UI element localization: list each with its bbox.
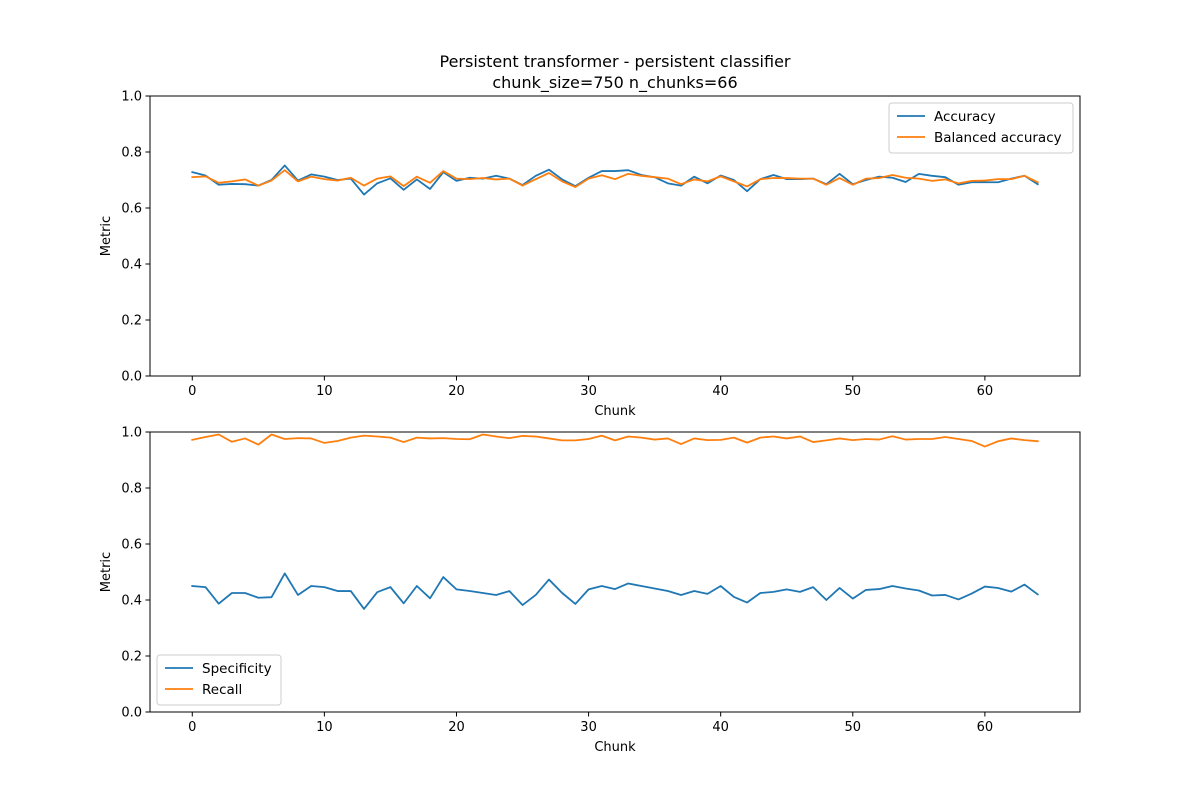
legend: Accuracy Balanced accuracy: [888, 102, 1074, 154]
x-tick-label: 60: [977, 384, 994, 399]
figure-title-line-2: chunk_size=750 n_chunks=66: [492, 73, 737, 93]
y-tick-label: 0.4: [121, 258, 142, 273]
y-tick-label: 1.0: [121, 426, 142, 441]
y-tick-label: 0.2: [121, 650, 142, 665]
series-line-specificity: [191, 572, 1039, 610]
y-tick-label: 0.0: [121, 370, 142, 385]
axes-frame: [149, 431, 1081, 713]
series-line-accuracy: [191, 164, 1039, 196]
figure-title-line-1: Persistent transformer - persistent clas…: [439, 52, 790, 71]
x-tick-label: 10: [316, 384, 333, 399]
x-tick-label: 50: [845, 384, 862, 399]
x-tick-label: 10: [316, 720, 333, 735]
bottom-subplot: 0 10 20 30 40 50 60 0.0 0.2 0.4 0.6 0.8 1.0 Chunk Metr…: [99, 426, 1081, 755]
y-tick-label: 0.0: [121, 706, 142, 721]
y-tick-label: 0.8: [121, 482, 142, 497]
x-axis-label: Chunk: [594, 740, 636, 755]
series-line-balanced-accuracy: [191, 169, 1039, 188]
legend: Specificity Recall: [156, 654, 282, 706]
x-tick-label: 60: [977, 720, 994, 735]
legend-label: Specificity: [202, 661, 272, 677]
x-tick-label: 0: [188, 720, 196, 735]
x-axis-label: Chunk: [594, 404, 636, 419]
x-tick-label: 20: [448, 384, 465, 399]
y-tick-label: 0.2: [121, 314, 142, 329]
series-line-recall: [191, 433, 1039, 448]
legend-box: [888, 102, 1074, 154]
y-axis-label: Metric: [99, 216, 114, 256]
x-tick-label: 40: [712, 720, 729, 735]
x-tick-label: 40: [712, 384, 729, 399]
y-tick-label: 0.6: [121, 202, 142, 217]
x-tick-label: 50: [845, 720, 862, 735]
legend-label: Balanced accuracy: [934, 130, 1062, 146]
axes-frame: [149, 95, 1081, 377]
y-tick-label: 0.6: [121, 538, 142, 553]
y-axis-label: Metric: [99, 552, 114, 592]
y-tick-label: 1.0: [121, 90, 142, 105]
x-tick-label: 30: [580, 384, 597, 399]
top-subplot: 0 10 20 30 40 50 60 0.0 0.2 0.4 0.6 0.8 1.0 Chunk Metr…: [99, 90, 1081, 419]
legend-label: Accuracy: [934, 109, 996, 125]
y-tick-label: 0.8: [121, 146, 142, 161]
x-tick-label: 0: [188, 384, 196, 399]
x-tick-label: 30: [580, 720, 597, 735]
x-tick-label: 20: [448, 720, 465, 735]
y-tick-label: 0.4: [121, 594, 142, 609]
legend-label: Recall: [202, 682, 242, 698]
